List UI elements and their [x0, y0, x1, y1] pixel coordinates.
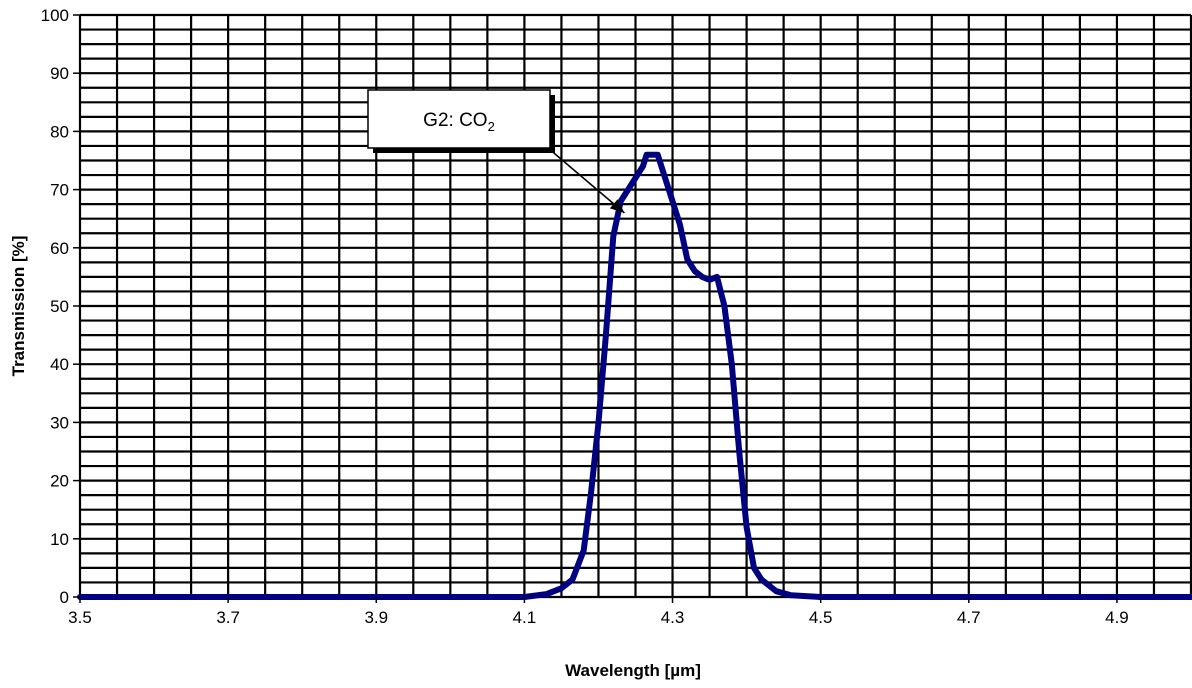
annotation-arrow — [547, 147, 625, 214]
y-tick-label: 100 — [41, 6, 69, 25]
tick-layer: 0 10 20 30 40 50 60 70 80 90 100 3.5 3.7 3.9 4.1 4.3 4.5… — [41, 6, 1129, 627]
y-tick-label: 70 — [50, 181, 69, 200]
series-line-0 — [77, 151, 1192, 600]
y-tick-label: 40 — [50, 355, 69, 374]
grid — [78, 13, 1192, 599]
y-tick-label: 20 — [50, 472, 69, 491]
y-tick-label: 80 — [50, 122, 69, 141]
annotation-label: G2: CO2 — [423, 110, 495, 134]
x-tick-label: 3.9 — [364, 608, 388, 627]
annotation-subscript: 2 — [488, 119, 495, 134]
annotation-box — [367, 89, 551, 149]
annotation: G2: CO2 — [367, 89, 625, 214]
annotation-arrowhead — [609, 199, 625, 213]
x-tick-label: 4.9 — [1105, 608, 1129, 627]
y-tick-label: 60 — [50, 239, 69, 258]
x-tick-label: 4.1 — [513, 608, 537, 627]
annotation-main-text: G2: CO — [423, 110, 487, 131]
y-tick-label: 10 — [50, 530, 69, 549]
y-axis-title: Transmission [%] — [9, 236, 28, 377]
y-tick-label: 90 — [50, 64, 69, 83]
y-tick-label: 30 — [50, 413, 69, 432]
x-tick-label: 3.5 — [68, 608, 92, 627]
y-tick-label: 0 — [60, 588, 69, 607]
x-axis-title: Wavelength [µm] — [565, 661, 701, 680]
x-tick-label: 4.5 — [809, 608, 833, 627]
series-layer — [77, 151, 1192, 600]
x-tick-label: 3.7 — [216, 608, 240, 627]
y-tick-label: 50 — [50, 297, 69, 316]
x-tick-label: 4.7 — [957, 608, 981, 627]
x-tick-label: 4.3 — [661, 608, 685, 627]
